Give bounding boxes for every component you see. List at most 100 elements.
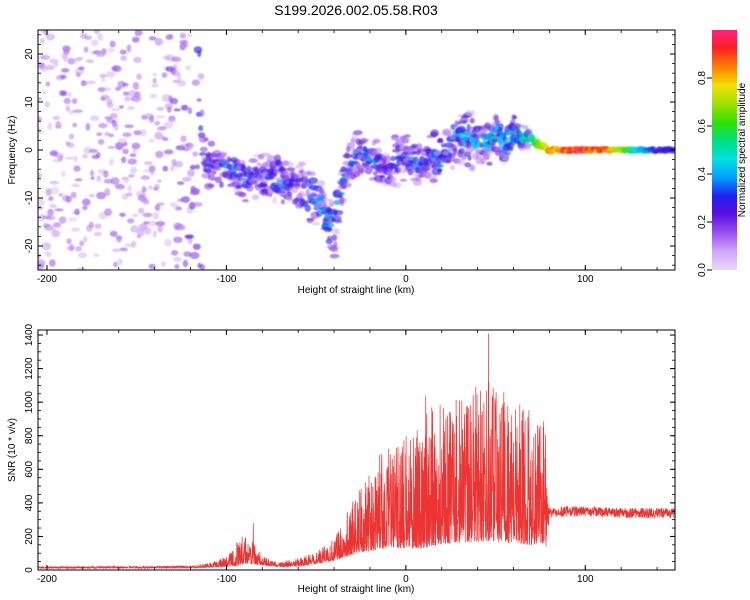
- spectrogram-blob: [246, 165, 252, 172]
- snr-panel: -200 -100 0 100 0 200 400 600 800 1000 1200 1400 H…: [7, 323, 676, 595]
- y-tick-label: -20: [24, 238, 35, 253]
- spectrogram-blob: [177, 181, 185, 186]
- spectrogram-blob: [171, 250, 179, 256]
- spectrogram-blob: [330, 245, 339, 253]
- spectrogram-blob: [88, 221, 94, 228]
- spectrogram-blob: [326, 223, 335, 228]
- spectrogram-blob: [136, 73, 142, 80]
- spectrogram-blob: [429, 178, 439, 184]
- colorbar-ramp: [712, 30, 737, 270]
- spectrogram-blob: [450, 124, 456, 130]
- spectrogram-blob: [182, 176, 192, 182]
- spectrogram-blob: [53, 222, 62, 228]
- spectrogram-blob: [95, 152, 101, 158]
- spectrogram-blob: [188, 143, 194, 151]
- spectrogram-blob: [197, 50, 202, 58]
- spectrogram-blob: [61, 68, 70, 73]
- y-tick-label: -10: [24, 190, 35, 205]
- spectrogram-blob: [123, 179, 130, 183]
- spectrogram-blob: [167, 33, 174, 40]
- spectrogram-blob: [113, 122, 119, 131]
- x-tick-label: -200: [37, 274, 57, 285]
- spectrogram-blob: [45, 253, 52, 258]
- spectrogram-blob: [148, 36, 157, 41]
- spectrogram-blob: [346, 142, 356, 149]
- spectrogram-blob: [74, 208, 80, 215]
- spectrogram-blob: [268, 191, 273, 198]
- spectrogram-blob: [306, 217, 315, 222]
- spectrogram-blob: [107, 145, 116, 149]
- spectrogram-blob: [130, 225, 140, 233]
- spectrogram-blob: [308, 177, 318, 185]
- spectrogram-blob: [241, 164, 246, 169]
- spectrogram-blob: [163, 149, 174, 155]
- snr-background: [38, 330, 675, 570]
- spectrogram-blob: [498, 123, 504, 131]
- spectrogram-blob: [321, 191, 327, 200]
- spectrogram-blob: [101, 87, 111, 91]
- spectrogram-blob: [90, 39, 99, 46]
- spectrogram-blob: [311, 193, 317, 198]
- x-tick-label: 100: [577, 574, 594, 585]
- spectrogram-blob: [127, 105, 135, 111]
- spectrogram-blob: [238, 192, 247, 198]
- spectrogram-blob: [109, 40, 116, 48]
- spectrogram-blob: [286, 167, 296, 172]
- spectrogram-blob: [68, 217, 78, 222]
- spectrogram-blob: [87, 80, 96, 85]
- spectrogram-blob: [515, 123, 524, 128]
- spectrogram-blob: [145, 227, 153, 236]
- spectrogram-blob: [46, 216, 56, 221]
- spectrogram-blob: [279, 167, 287, 171]
- spectrogram-blob: [438, 168, 443, 172]
- spectrogram-blob: [449, 165, 455, 170]
- spectrogram-blob: [129, 153, 137, 157]
- spectrogram-blob: [122, 142, 128, 147]
- spectrogram-blob: [412, 156, 420, 165]
- spectrogram-blob: [342, 153, 353, 159]
- spectrogram-blob: [70, 227, 81, 232]
- spectrogram-blob: [372, 138, 381, 144]
- spectrogram-blob: [96, 175, 102, 182]
- spectrogram-blob: [327, 227, 333, 232]
- spectrogram-blob: [109, 158, 115, 166]
- spectrogram-blob: [466, 147, 473, 155]
- spectrogram-blob: [182, 259, 189, 268]
- spectrogram-blob: [122, 148, 129, 155]
- spectrogram-blob: [285, 161, 294, 168]
- spectrogram-blob: [454, 120, 459, 128]
- spectrogram-blob: [108, 133, 114, 138]
- spectrogram-blob: [305, 188, 311, 196]
- spectrogram-blob: [199, 146, 208, 152]
- spectrogram-blob: [149, 115, 155, 123]
- spectrogram-blob: [63, 48, 70, 55]
- spectrogram-blob: [517, 142, 526, 149]
- spectrogram-blob: [133, 96, 143, 103]
- spectrogram-blob: [171, 56, 182, 62]
- snr-y-label: SNR (10 * v/v): [7, 418, 18, 482]
- spectrogram-blob: [504, 151, 512, 155]
- spectrogram-blob: [58, 216, 67, 224]
- spectrogram-blob: [45, 81, 51, 87]
- spectrogram-blob: [457, 159, 466, 166]
- spectrogram-blob: [131, 213, 139, 218]
- spectrogram-blob: [148, 263, 156, 270]
- spectrogram-blob: [192, 243, 201, 250]
- spectrogram-blob: [54, 208, 64, 212]
- spectrogram-blob: [85, 123, 91, 131]
- spectrogram-blob: [45, 64, 55, 71]
- spectrogram-blob: [55, 121, 62, 129]
- spectrogram-blob: [116, 185, 126, 190]
- spectrogram-blob: [181, 196, 190, 203]
- spectrogram-blob: [187, 107, 193, 115]
- spectrogram-blob: [260, 152, 271, 157]
- spectrogram-blob: [170, 97, 179, 105]
- spectrogram-blob: [73, 109, 83, 113]
- spectrogram-blob: [105, 71, 115, 78]
- spectrogram-blob: [111, 65, 122, 73]
- spectrogram-blob: [69, 243, 75, 252]
- spectrogram-blob: [193, 202, 203, 207]
- spectrogram-blob: [148, 220, 158, 226]
- spectrogram-blob: [67, 57, 76, 65]
- spectrogram-blob: [391, 134, 399, 138]
